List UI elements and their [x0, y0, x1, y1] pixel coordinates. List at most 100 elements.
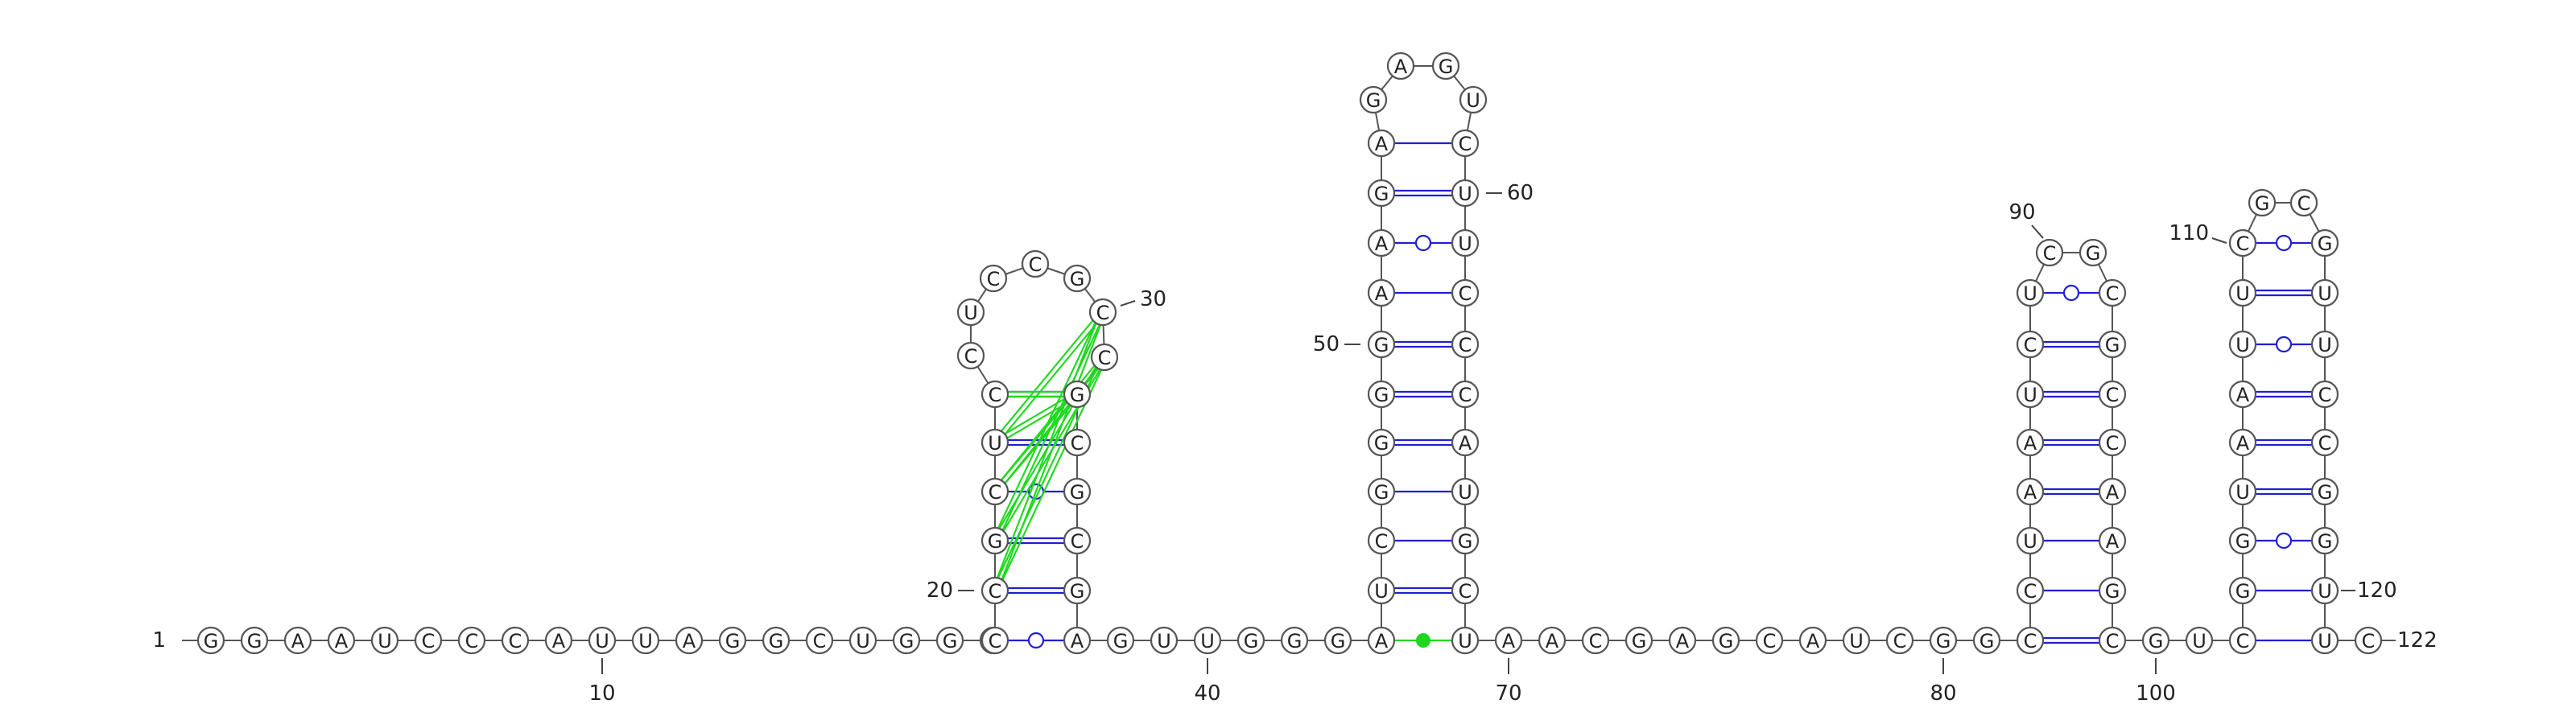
nucleotide-circle	[1386, 51, 1415, 80]
nucleotide-letter: C	[989, 481, 1002, 504]
nucleotide-letter: G	[1070, 384, 1085, 406]
nucleotide-letter: U	[1458, 183, 1472, 205]
nucleotide-circle	[892, 626, 921, 655]
nucleotide-circle	[1367, 626, 1396, 655]
nucleotide-letter: A	[1459, 432, 1472, 455]
nucleotide-letter: U	[2235, 282, 2250, 305]
nucleotide-letter: U	[638, 630, 653, 652]
nucleotide-letter: G	[2235, 530, 2251, 553]
nucleotide-letter: C	[1589, 630, 1603, 652]
nucleotide-circle	[2016, 526, 2045, 555]
nucleotide-letter: U	[2318, 630, 2332, 652]
position-label: 50	[1313, 332, 1340, 356]
noncanonical-pair-line	[995, 395, 1080, 446]
nucleotide-circle	[2098, 626, 2127, 655]
nucleotide-letter: G	[1439, 56, 1454, 78]
nucleotide-letter: G	[1244, 630, 1259, 652]
nucleotide-circle	[1494, 626, 1523, 655]
nucleotide-letter: U	[595, 630, 609, 652]
nucleotide-circle	[1755, 626, 1784, 655]
nucleotide-circle	[1451, 179, 1480, 208]
nucleotide-circle	[2016, 626, 2045, 655]
nucleotide-letter: C	[465, 630, 479, 652]
nucleotide-letter: G	[1070, 268, 1085, 290]
nucleotide-letter: C	[813, 630, 827, 652]
nucleotide-letter: G	[1287, 630, 1302, 652]
position-label: 90	[2008, 200, 2035, 224]
nucleotide-circle	[2098, 428, 2127, 457]
nucleotide-letter: C	[2106, 432, 2120, 455]
nucleotide-letter: A	[1502, 630, 1516, 652]
nucleotide-circle	[2310, 330, 2339, 359]
nucleotide-circle	[1538, 626, 1567, 655]
position-label: 20	[927, 578, 953, 603]
nucleotide-circle	[805, 626, 834, 655]
nucleotide-letter: C	[989, 580, 1002, 603]
nucleotide-letter: G	[1366, 89, 1381, 112]
nucleotide-letter: C	[964, 345, 978, 368]
nucleotide-circle	[762, 626, 791, 655]
position-tick	[2031, 224, 2044, 239]
position-label: 10	[588, 681, 615, 706]
nucleotide-letter: G	[1632, 630, 1647, 652]
nucleotide-circle	[1367, 428, 1396, 457]
nucleotide-letter: U	[2023, 530, 2037, 553]
nucleotide-letter: G	[2318, 233, 2333, 255]
nucleotide-circle	[2310, 278, 2339, 307]
nucleotide-circle	[1280, 626, 1309, 655]
nucleotide-circle	[1798, 626, 1827, 655]
nucleotide-letter: C	[2297, 192, 2311, 215]
nucleotide-letter: G	[1070, 481, 1085, 504]
nucleotide-circle	[980, 526, 1009, 555]
nucleotide-circle	[1431, 51, 1460, 80]
nucleotide-letter: U	[378, 630, 392, 652]
gu-pair-symbol	[2062, 284, 2080, 302]
nucleotide-circle	[956, 341, 985, 370]
nucleotide-circle	[1451, 129, 1480, 158]
nucleotide-letter: G	[2086, 242, 2101, 265]
nucleotide-letter: U	[2318, 282, 2332, 305]
nucleotide-circle	[1236, 626, 1265, 655]
nucleotide-circle	[1063, 477, 1092, 506]
nucleotide-letter: G	[988, 530, 1003, 553]
nucleotide-circle	[1367, 330, 1396, 359]
nucleotide-letter: U	[2235, 334, 2250, 356]
nucleotide-circle	[1711, 626, 1740, 655]
nucleotide-letter: G	[247, 630, 262, 652]
nucleotide-letter: A	[1375, 282, 1389, 305]
nucleotide-letter: A	[1394, 56, 1408, 78]
nucleotide-circle	[956, 298, 985, 327]
nucleotide-letter: G	[1458, 530, 1473, 553]
gu-pair-symbol	[1027, 632, 1045, 649]
nucleotide-circle	[1451, 228, 1480, 257]
nucleotide-circle	[2228, 576, 2257, 605]
nucleotide-circle	[1459, 85, 1488, 114]
position-labels: 1 122 10 40 70 80 100 20 30 50 60 90 110 120	[152, 181, 2437, 706]
nucleotide-circle	[2098, 278, 2127, 307]
nucleotide-letter: C	[989, 384, 1002, 406]
nucleotide-circle	[2016, 330, 2045, 359]
nucleotide-letter: A	[1375, 630, 1389, 652]
nucleotide-letter: C	[2043, 242, 2057, 265]
nucleotide-letter: A	[1071, 630, 1084, 652]
nucleotide-letter: C	[2106, 282, 2120, 305]
nucleotide-letter: C	[1029, 253, 1042, 276]
nucleotide-circle	[283, 626, 312, 655]
nucleotide-circle	[848, 626, 877, 655]
nucleotide-circle	[2098, 330, 2127, 359]
nucleotide-letter: C	[509, 630, 522, 652]
noncanonical-pair-line	[992, 355, 1104, 491]
nucleotide-letter: C	[1375, 530, 1389, 553]
nucleotide-letter: U	[1157, 630, 1171, 652]
nucleotide-circle	[1359, 85, 1388, 114]
nucleotide-circle	[2228, 477, 2257, 506]
nucleotide-circle	[327, 626, 356, 655]
nucleotide-circle	[2035, 238, 2064, 267]
nucleotide-letter: U	[2023, 384, 2037, 406]
nucleotide-letter: G	[1070, 580, 1085, 603]
nucleotide-circle	[1451, 380, 1480, 409]
nucleotide-letter: C	[1459, 580, 1472, 603]
gu-pair-symbol	[2275, 335, 2293, 353]
nucleotide-letter: U	[2235, 481, 2250, 504]
position-label: 40	[1194, 681, 1220, 706]
